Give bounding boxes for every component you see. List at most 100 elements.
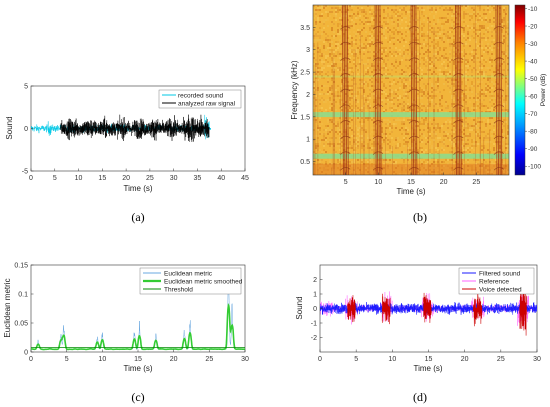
spectrogram-cell	[437, 139, 439, 141]
spectrogram-cell	[445, 121, 447, 123]
spectrogram-cell	[333, 137, 335, 139]
spectrogram-cell	[471, 91, 473, 93]
spectrogram-cell	[437, 43, 439, 45]
spectrogram-cell	[407, 57, 409, 59]
spectrogram-cell	[373, 69, 375, 71]
spectrogram-cell	[419, 107, 421, 109]
spectrogram-cell	[447, 57, 449, 59]
ticks-c: 0 5 10 15 20 25 300.150.10.050	[14, 263, 249, 364]
spectrogram-cell	[503, 69, 505, 71]
spectrogram-cell	[503, 99, 505, 101]
spectrogram-cell	[389, 133, 391, 135]
spectrogram-cell	[355, 49, 357, 51]
spectrogram-cell	[463, 111, 465, 113]
spectrogram-cell	[495, 109, 497, 111]
spectrogram-cell	[357, 111, 359, 113]
spectrogram-cell	[369, 23, 371, 25]
spectrogram-cell	[475, 145, 477, 147]
spectrogram-cell	[505, 31, 507, 33]
spectrogram-cell	[389, 123, 391, 125]
spectrogram-cell	[401, 19, 403, 21]
spectrogram-cell	[489, 139, 491, 141]
spectrogram-cell	[477, 131, 479, 133]
spectrogram-cell	[485, 141, 487, 143]
spectrogram-cell	[401, 13, 403, 15]
spectrogram-cell	[469, 97, 471, 99]
spectrogram-cell	[363, 89, 365, 91]
spectrogram-cell	[341, 161, 343, 163]
spectrogram-cell	[417, 151, 419, 153]
spectrogram-cell	[505, 111, 507, 113]
spectrogram-cell	[399, 73, 401, 75]
voice-harmonic	[408, 120, 420, 124]
spectrogram-cell	[429, 129, 431, 131]
spectrogram-cell	[317, 71, 319, 73]
spectrogram-cell	[471, 25, 473, 27]
spectrogram-cell	[437, 53, 439, 55]
spectrogram-cell	[339, 61, 341, 63]
spectrogram-cell	[367, 101, 369, 103]
spectrogram-cell	[443, 135, 445, 137]
spectrogram-cell	[331, 35, 333, 37]
spectrogram-cell	[383, 133, 385, 135]
spectrogram-cell	[327, 5, 329, 7]
spectrogram-cell	[333, 145, 335, 147]
spectrogram-cell	[399, 139, 401, 141]
spectrogram-cell	[405, 83, 407, 85]
spectrogram-cell	[361, 7, 363, 9]
spectrogram-cell	[479, 39, 481, 41]
spectrogram-cell	[329, 129, 331, 131]
spectrogram-cell	[395, 127, 397, 129]
spectrogram-cell	[471, 57, 473, 59]
spectrogram-cell	[377, 61, 379, 63]
spectrogram-cell	[467, 161, 469, 163]
spectrogram-cell	[473, 11, 475, 13]
spectrogram-cell	[327, 15, 329, 17]
spectrogram-cell	[503, 61, 505, 63]
spectrogram-cell	[459, 37, 461, 39]
spectrogram-cell	[409, 29, 411, 31]
spectrogram-cell	[469, 27, 471, 29]
spectrogram-cell	[407, 149, 409, 151]
spectrogram-cell	[499, 43, 501, 45]
spectrogram-cell	[387, 21, 389, 23]
spectrogram-cell	[325, 37, 327, 39]
spectrogram-cell	[337, 51, 339, 53]
spectrogram-cell	[381, 93, 383, 95]
spectrogram-cell	[489, 39, 491, 41]
spectrogram-cell	[333, 55, 335, 57]
spectrogram-cell	[403, 101, 405, 103]
spectrogram-cell	[473, 139, 475, 141]
spectrogram-cell	[491, 53, 493, 55]
spectrogram-cell	[457, 45, 459, 47]
spectrogram-cell	[335, 125, 337, 127]
spectrogram-cell	[361, 87, 363, 89]
spectrogram-cell	[437, 83, 439, 85]
spectrogram-cell	[483, 51, 485, 53]
spectrogram-cell	[339, 129, 341, 131]
spectrogram-cell	[317, 47, 319, 49]
spectrogram-cell	[475, 15, 477, 17]
spectrogram-cell	[415, 127, 417, 129]
spectrogram-cell	[479, 17, 481, 19]
spectrogram-cell	[383, 59, 385, 61]
spectrogram-cell	[359, 125, 361, 127]
panel-label-a-text: (a)	[131, 210, 144, 224]
spectrogram-cell	[379, 145, 381, 147]
xlabel-d: Time (s)	[413, 364, 442, 373]
spectrogram-cell	[339, 29, 341, 31]
spectrogram-cell	[333, 141, 335, 143]
spectrogram-cell	[483, 33, 485, 35]
spectrogram-cell	[351, 129, 353, 131]
spectrogram-cell	[317, 69, 319, 71]
spectrogram-cell	[479, 31, 481, 33]
spectrogram-cell	[477, 121, 479, 123]
spectrogram-cell	[365, 19, 367, 21]
spectrogram-cell	[381, 145, 383, 147]
spectrogram-cell	[475, 39, 477, 41]
spectrogram-cell	[505, 95, 507, 97]
spectrogram-cell	[315, 33, 317, 35]
spectrogram-cell	[363, 119, 365, 121]
spectrogram-cell	[325, 99, 327, 101]
spectrogram-cell	[475, 133, 477, 135]
